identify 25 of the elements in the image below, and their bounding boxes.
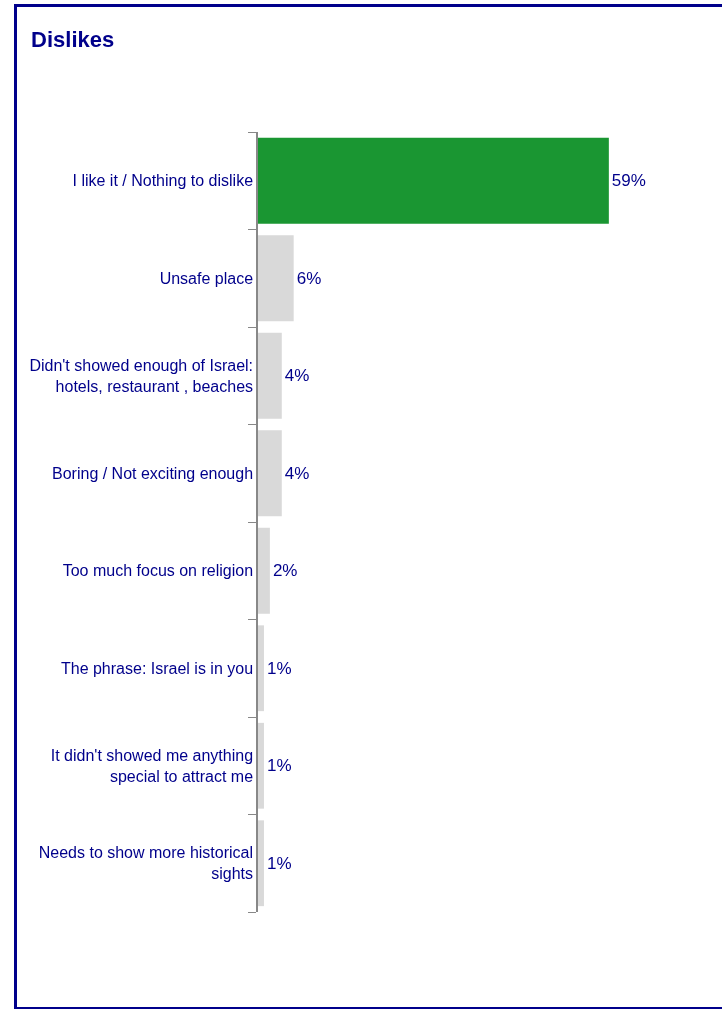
data-label: 6% [296, 268, 322, 288]
bar [258, 527, 270, 614]
bar [258, 722, 264, 809]
y-tick-label: It didn't showed me anything special to attract me [50, 746, 254, 785]
data-label: 59% [611, 171, 646, 191]
data-label: 1% [266, 853, 292, 873]
data-label: 1% [266, 756, 292, 776]
bar [258, 235, 294, 322]
y-tick-label: Didn't showed enough of Israel: hotels, restaurant , beaches [29, 356, 254, 395]
bar [258, 137, 609, 224]
data-label: 4% [284, 463, 310, 483]
y-tick-label: I like it / Nothing to dislike [72, 172, 254, 190]
bar [258, 430, 282, 517]
bar [258, 332, 282, 419]
bar [258, 625, 264, 712]
text: Dislikes [31, 27, 115, 53]
data-label: 2% [272, 561, 298, 581]
y-tick-label: The phrase: Israel is in you [60, 659, 254, 677]
y-tick-label: Unsafe place [159, 269, 254, 287]
y-tick-label: Boring / Not exciting enough [52, 464, 254, 482]
y-tick-label: Needs to show more historical sights [38, 844, 254, 883]
data-label: 4% [284, 366, 310, 386]
bar [258, 820, 264, 907]
y-tick-label: Too much focus on religion [62, 562, 254, 580]
data-label: 1% [266, 658, 292, 678]
